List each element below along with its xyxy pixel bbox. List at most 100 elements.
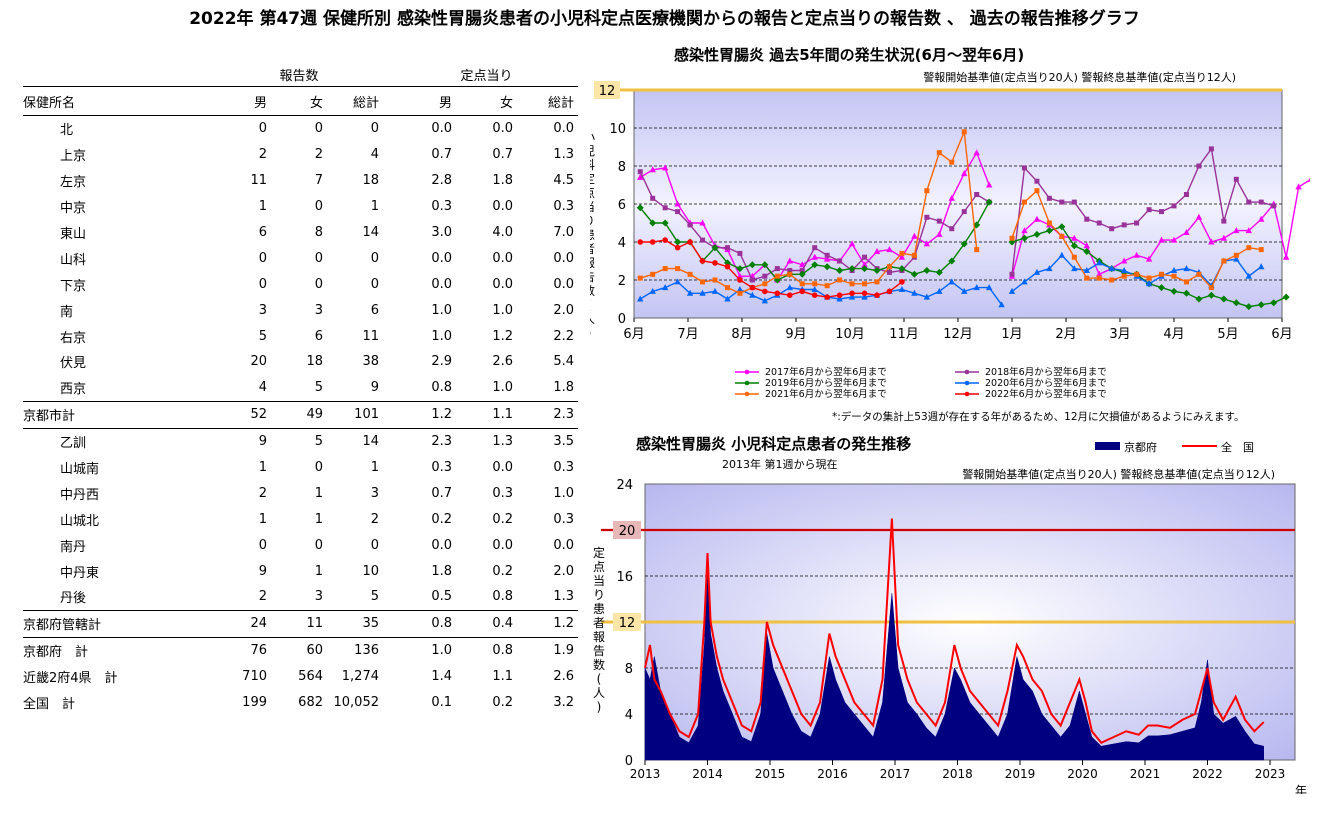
table-row: 京都市計 52 49 101 1.2 1.1 2.3 [23, 400, 578, 429]
chart1-point [1258, 199, 1264, 205]
table-cell-rate-male: 0.0 [431, 250, 452, 266]
table-cell-rate-male: 0.0 [431, 537, 452, 553]
chart2-ylabel-char: 告 [593, 644, 605, 658]
chart1-point [674, 244, 681, 251]
chart1-point [960, 240, 968, 248]
chart1-legend-label: 2020年6月から翌年6月まで [985, 377, 1107, 389]
chart1-point [1109, 226, 1115, 232]
chart1-point [649, 239, 656, 245]
table-cell-rate-female: 0.0 [492, 460, 513, 476]
chart1-point [737, 250, 743, 256]
chart1-point [1084, 275, 1090, 281]
chart1-point [837, 277, 843, 283]
table-cell-female: 7 [314, 173, 323, 189]
chart2-ylabel-char: 人 [593, 686, 605, 700]
table-cell-male: 9 [258, 563, 267, 579]
table-cell-total: 18 [362, 173, 379, 189]
table-cell-rate-total: 0.3 [553, 199, 574, 215]
chart1-legend-label: 2019年6月から翌年6月まで [765, 377, 887, 389]
table-cell-male: 2 [258, 147, 267, 163]
chart1-point [949, 159, 955, 165]
table-cell-rate-female: 0.0 [492, 199, 513, 215]
table-cell-female: 6 [314, 328, 323, 344]
table-row: 中京 1 0 1 0.3 0.0 0.3 [23, 194, 578, 220]
chart1-point [1034, 188, 1040, 194]
chart1-point [687, 271, 693, 277]
chart1-point [798, 270, 806, 278]
table-cell-rate-female: 0.0 [492, 250, 513, 266]
chart1-point [675, 266, 681, 272]
chart2-ylabel-char: 定 [593, 545, 605, 560]
table-cell-gap [383, 116, 395, 142]
table-cell-rate-total: 0.0 [553, 276, 574, 292]
chart1-point [761, 297, 769, 304]
chart1-point [961, 129, 967, 135]
table-cell-name: 伏見 [60, 356, 87, 372]
chart1-point [1071, 199, 1077, 205]
chart1-point [637, 295, 644, 302]
table-cell-female: 3 [314, 302, 323, 318]
chart1-point [736, 272, 744, 279]
chart1-point [724, 295, 731, 302]
table-cell-rate-total: 3.2 [553, 695, 574, 711]
chart2-xtick-label: 2017 [880, 767, 911, 781]
chart1-point [774, 273, 780, 279]
chart1-point [1120, 267, 1128, 273]
table-row: 山城南 1 0 1 0.3 0.0 0.3 [23, 455, 578, 481]
table-col-header-row: 保健所名 男 女 総計 男 女 総計 [23, 86, 578, 116]
chart2-xunit: 年 [1295, 784, 1307, 794]
chart1-point [873, 267, 881, 274]
table-cell-rate-male: 0.7 [431, 147, 452, 163]
table-cell-rate-male: 0.0 [431, 276, 452, 292]
chart1-point [886, 288, 893, 295]
chart1-point [973, 284, 980, 291]
chart1-ylabel-char: 点 [590, 186, 595, 200]
chart1-point [1258, 247, 1264, 253]
rate-total-col-header: 総計 [517, 86, 578, 116]
table-cell-male: 6 [258, 225, 267, 240]
table-cell-total: 14 [327, 427, 383, 455]
chart2-end-label: 12 [619, 616, 636, 631]
chart1-point [861, 290, 868, 297]
chart2-xtick-label: 2020 [1067, 767, 1098, 781]
chart1-point [737, 290, 743, 296]
table-cell-rate-female: 1.3 [456, 427, 517, 455]
table-cell-rate-male: 0.5 [431, 589, 452, 605]
chart1-point [899, 279, 905, 285]
table-row: 全国 計 199 682 10,052 0.1 0.2 3.2 [23, 690, 578, 716]
table-cell-name: 山城南 [60, 462, 100, 478]
chart1-xtick-label: 9月 [785, 327, 806, 342]
chart1-point [787, 271, 793, 277]
chart1-point [1083, 267, 1090, 273]
chart1-point [1109, 277, 1115, 283]
table-cell-name: 乙訓 [23, 427, 215, 455]
chart1-point [824, 283, 830, 289]
chart1-point [985, 284, 993, 291]
chart1-point [762, 288, 768, 295]
table-row: 山科 0 0 0 0.0 0.0 0.0 [23, 245, 578, 271]
table-row: 下京 0 0 0 0.0 0.0 0.0 [23, 271, 578, 297]
table-cell-rate-female: 0.8 [456, 636, 517, 664]
table-cell-female: 0 [314, 121, 323, 137]
table-row: 近畿2府4県 計 710 564 1,274 1.4 1.1 2.6 [23, 664, 578, 690]
chart1-ytick-label: 8 [618, 160, 626, 175]
chart1-point [1096, 220, 1102, 226]
chart1-point [1257, 301, 1265, 309]
table-cell-rate-total: 4.5 [553, 173, 574, 189]
table-cell-female: 0 [314, 276, 323, 292]
chart1-point [1034, 178, 1040, 184]
chart1-point [1159, 271, 1165, 277]
table-cell-name: 京都市計 [23, 400, 215, 429]
table-cell-female: 1 [314, 563, 323, 579]
chart1-point [637, 239, 644, 245]
chart1-legend-label: 2022年6月から翌年6月まで [985, 388, 1107, 400]
table-cell-rate-female: 1.1 [492, 669, 513, 685]
chart1-point [1059, 199, 1065, 205]
table-cell-male: 2 [258, 485, 267, 501]
table-cell-female: 5 [271, 427, 327, 455]
chart1-point [786, 257, 793, 264]
table-cell-rate-total: 0.3 [553, 460, 574, 476]
chart1-point [836, 267, 844, 274]
chart1-point [1282, 293, 1290, 301]
chart1-point [1182, 289, 1190, 297]
